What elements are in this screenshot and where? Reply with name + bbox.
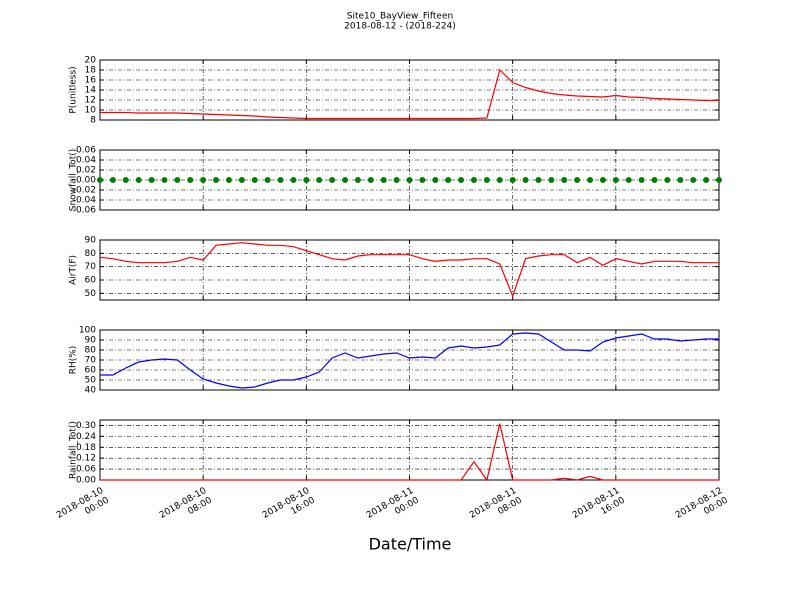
y-axis-label: AirT(F) bbox=[69, 255, 79, 285]
y-tick-label: 0.30 bbox=[76, 421, 96, 431]
data-point bbox=[496, 177, 503, 183]
chart-subtitle: 2018-08-12 - (2018-224) bbox=[344, 22, 456, 32]
data-point bbox=[200, 177, 207, 183]
data-point bbox=[148, 177, 155, 183]
y-tick-label: 80 bbox=[85, 249, 97, 259]
data-point bbox=[290, 177, 297, 183]
y-tick-label: 90 bbox=[85, 236, 97, 246]
y-tick-label: 0.06 bbox=[76, 465, 96, 475]
y-tick-label: 10 bbox=[85, 106, 97, 116]
data-point bbox=[445, 177, 452, 183]
y-tick-label: 50 bbox=[85, 376, 97, 386]
data-point bbox=[651, 177, 658, 183]
data-point bbox=[690, 177, 697, 183]
data-point bbox=[303, 177, 310, 183]
data-point bbox=[277, 177, 284, 183]
data-point bbox=[122, 177, 129, 183]
data-point bbox=[638, 177, 645, 183]
data-point bbox=[664, 177, 671, 183]
data-point bbox=[677, 177, 684, 183]
data-point bbox=[522, 177, 529, 183]
data-point bbox=[419, 177, 426, 183]
data-point bbox=[470, 177, 477, 183]
y-tick-label: 70 bbox=[85, 262, 97, 272]
data-point bbox=[587, 177, 594, 183]
y-tick-label: -0.06 bbox=[73, 206, 97, 216]
y-tick-label: 0.12 bbox=[76, 454, 96, 464]
y-tick-label: 0.02 bbox=[76, 166, 96, 176]
data-point bbox=[354, 177, 361, 183]
data-point bbox=[574, 177, 581, 183]
data-point bbox=[109, 177, 116, 183]
data-point bbox=[187, 177, 194, 183]
y-tick-label: 50 bbox=[85, 289, 97, 299]
y-tick-label: 14 bbox=[85, 86, 97, 96]
y-tick-label: 20 bbox=[85, 56, 97, 66]
y-tick-label: 0.06 bbox=[76, 146, 96, 156]
y-tick-label: 0.04 bbox=[76, 156, 96, 166]
data-line bbox=[99, 242, 719, 298]
y-axis-label: Rainfall_Tot() bbox=[69, 421, 79, 479]
data-point bbox=[509, 177, 516, 183]
data-point bbox=[612, 177, 619, 183]
data-point bbox=[174, 177, 181, 183]
y-axis-label: P(unitless) bbox=[69, 66, 79, 113]
data-point bbox=[97, 177, 103, 183]
data-point bbox=[367, 177, 374, 183]
y-tick-label: 16 bbox=[85, 76, 97, 86]
y-tick-label: 80 bbox=[85, 346, 97, 356]
y-tick-label: 100 bbox=[79, 326, 96, 336]
data-point bbox=[264, 177, 271, 183]
y-axis-label: Snowfall_Tot() bbox=[69, 149, 79, 212]
data-point bbox=[393, 177, 400, 183]
data-point bbox=[483, 177, 490, 183]
data-point bbox=[213, 177, 220, 183]
data-point bbox=[548, 177, 555, 183]
data-point bbox=[432, 177, 439, 183]
y-tick-label: 18 bbox=[85, 66, 97, 76]
data-point bbox=[599, 177, 606, 183]
y-tick-label: 0.00 bbox=[76, 176, 96, 186]
y-tick-label: 0.24 bbox=[76, 432, 96, 442]
data-point bbox=[342, 177, 349, 183]
data-line bbox=[100, 423, 719, 482]
y-tick-label: 60 bbox=[85, 366, 97, 376]
data-point bbox=[238, 177, 245, 183]
data-point bbox=[380, 177, 387, 183]
data-point bbox=[716, 177, 722, 183]
y-tick-label: -0.04 bbox=[73, 196, 97, 206]
data-point bbox=[406, 177, 413, 183]
plot-frame bbox=[99, 59, 720, 121]
y-tick-label: 0.18 bbox=[76, 443, 96, 453]
data-point bbox=[316, 177, 323, 183]
data-point bbox=[703, 177, 710, 183]
data-line bbox=[100, 68, 719, 120]
y-tick-label: -0.02 bbox=[73, 186, 96, 196]
chart-title: Site10_BayView_Fifteen bbox=[347, 12, 453, 22]
data-point bbox=[625, 177, 632, 183]
data-point bbox=[161, 177, 168, 183]
data-point bbox=[225, 177, 232, 183]
y-axis-label: RH(%) bbox=[69, 346, 79, 375]
y-tick-label: 0.00 bbox=[76, 476, 96, 486]
y-tick-label: 8 bbox=[90, 116, 96, 126]
y-tick-label: 90 bbox=[85, 336, 97, 346]
y-tick-label: 70 bbox=[85, 356, 97, 366]
y-tick-label: 60 bbox=[85, 276, 97, 286]
data-point bbox=[135, 177, 142, 183]
data-point bbox=[458, 177, 465, 183]
data-point bbox=[535, 177, 542, 183]
data-line bbox=[100, 332, 719, 389]
plot-frame bbox=[99, 329, 720, 391]
plot-frame bbox=[99, 239, 720, 301]
y-tick-label: 40 bbox=[85, 386, 97, 396]
y-tick-label: 12 bbox=[85, 96, 96, 106]
data-point bbox=[561, 177, 568, 183]
data-point bbox=[329, 177, 336, 183]
data-point bbox=[251, 177, 258, 183]
x-axis-label: Date/Time bbox=[369, 535, 452, 554]
